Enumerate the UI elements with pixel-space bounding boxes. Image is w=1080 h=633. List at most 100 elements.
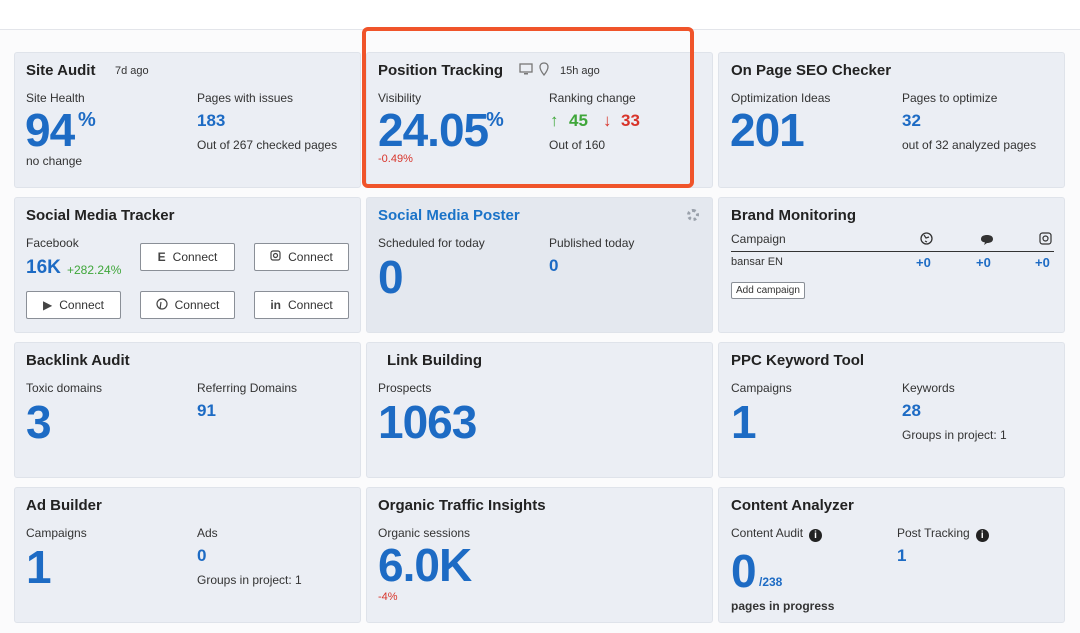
ppc-campaigns-value[interactable]: 1 (731, 396, 757, 448)
instagram-connect-button[interactable]: Connect (254, 243, 349, 271)
ranking-down-value[interactable]: 33 (621, 111, 640, 130)
issues-label: Pages with issues (197, 91, 294, 105)
link-building-title[interactable]: Link Building (387, 352, 482, 369)
instagram-connect-label: Connect (288, 250, 333, 264)
ranking-down-arrow-icon: ↓ (603, 111, 612, 130)
location-pin-icon (539, 62, 549, 81)
info-icon[interactable]: i (809, 529, 823, 542)
linkedin-connect-button[interactable]: in Connect (254, 291, 349, 319)
ideas-value[interactable]: 201 (730, 104, 805, 156)
linkedin-icon: in (270, 298, 281, 312)
sessions-change: -4% (378, 591, 398, 603)
backlink-title[interactable]: Backlink Audit (26, 352, 130, 369)
facebook-label: Facebook (26, 236, 79, 250)
facebook-value[interactable]: 16K (26, 257, 61, 278)
brand-title[interactable]: Brand Monitoring (731, 207, 856, 224)
site-health-unit: % (78, 109, 96, 131)
site-audit-ago: 7d ago (115, 65, 149, 77)
desktop-icon (519, 63, 533, 81)
issues-value[interactable]: 183 (197, 111, 226, 130)
toxic-value[interactable]: 3 (26, 396, 52, 448)
scheduled-label: Scheduled for today (378, 236, 485, 250)
info-icon[interactable]: i (975, 529, 989, 542)
twitter-connect-button[interactable]: E Connect (140, 243, 235, 271)
pages-optimize-label: Pages to optimize (902, 91, 998, 105)
ppc-campaigns-label: Campaigns (731, 381, 792, 395)
ranking-up-value[interactable]: 45 (569, 111, 588, 130)
organic-traffic-card[interactable]: Organic Traffic Insights Organic session… (366, 487, 713, 623)
gear-icon[interactable] (687, 209, 699, 221)
instagram-icon (1039, 232, 1052, 250)
social-tracker-card[interactable]: Social Media Tracker Facebook 16K +282.2… (14, 197, 361, 333)
ads-note: Groups in project: 1 (197, 573, 302, 587)
visibility-value[interactable]: 24.05 (378, 104, 489, 156)
ad-campaigns-label: Campaigns (26, 526, 87, 540)
ad-builder-title[interactable]: Ad Builder (26, 497, 102, 514)
social-poster-title[interactable]: Social Media Poster (378, 207, 520, 224)
site-health-label: Site Health (26, 91, 85, 105)
content-audit-value[interactable]: 0 (731, 545, 757, 597)
youtube-connect-button[interactable]: ▶ Connect (26, 291, 121, 319)
content-analyzer-card[interactable]: Content Analyzer Content Audit i 0 /238 p… (718, 487, 1065, 623)
youtube-connect-label: Connect (59, 298, 104, 312)
site-health-value[interactable]: 94 (25, 104, 75, 156)
position-tracking-title[interactable]: Position Tracking (378, 62, 504, 79)
pages-optimize-value[interactable]: 32 (902, 111, 921, 130)
ppc-title[interactable]: PPC Keyword Tool (731, 352, 865, 369)
pinterest-connect-label: Connect (174, 298, 220, 312)
ad-campaigns-value[interactable]: 1 (26, 541, 52, 593)
post-tracking-label: Post Tracking i (897, 526, 989, 542)
ppc-keywords-note: Groups in project: 1 (902, 428, 1007, 442)
onpage-seo-card[interactable]: On Page SEO Checker Optimization Ideas 2… (718, 52, 1065, 188)
toxic-label: Toxic domains (26, 381, 103, 395)
sessions-label: Organic sessions (378, 526, 471, 540)
ranking-label: Ranking change (549, 91, 636, 105)
visibility-change: -0.49% (378, 153, 413, 165)
content-title[interactable]: Content Analyzer (731, 497, 854, 514)
twitter-icon: E (157, 250, 166, 264)
highlight-frame (362, 27, 694, 188)
post-tracking-value[interactable]: 1 (897, 546, 907, 565)
position-tracking-card[interactable]: Position Tracking 15h ago Visibility 24.… (366, 52, 713, 188)
link-building-card[interactable]: Link Building Prospects 1063 (366, 342, 713, 478)
visibility-unit: % (486, 109, 504, 131)
content-audit-total: /238 (759, 575, 783, 589)
brand-monitoring-card[interactable]: Brand Monitoring Campaign bansar EN +0 +… (718, 197, 1065, 333)
organic-title[interactable]: Organic Traffic Insights (378, 497, 546, 514)
onpage-title[interactable]: On Page SEO Checker (731, 62, 892, 79)
sessions-value[interactable]: 6.0K (378, 539, 472, 591)
ppc-keyword-card[interactable]: PPC Keyword Tool Campaigns 1 Keywords 28… (718, 342, 1065, 478)
speech-bubble-icon (980, 233, 994, 251)
site-audit-card[interactable]: Site Audit 7d ago Site Health 94 % no ch… (14, 52, 361, 188)
pinterest-connect-button[interactable]: Connect (140, 291, 235, 319)
issues-note: Out of 267 checked pages (197, 138, 338, 152)
linkedin-connect-label: Connect (287, 298, 333, 312)
published-value[interactable]: 0 (549, 256, 559, 275)
ads-label: Ads (197, 526, 218, 540)
visibility-label: Visibility (378, 91, 422, 105)
published-label: Published today (549, 236, 635, 250)
ranking-note: Out of 160 (549, 138, 606, 152)
add-campaign-button[interactable]: Add campaign (731, 282, 805, 299)
ads-value[interactable]: 0 (197, 546, 207, 565)
brand-mentions-value: +0 (976, 255, 991, 270)
position-tracking-ago: 15h ago (560, 65, 600, 77)
ad-builder-card[interactable]: Ad Builder Campaigns 1 Ads 0 Groups in p… (14, 487, 361, 623)
site-health-note: no change (26, 154, 83, 168)
prospects-value[interactable]: 1063 (378, 396, 477, 448)
ranking-up-arrow-icon: ↑ (550, 111, 559, 130)
social-tracker-title[interactable]: Social Media Tracker (26, 207, 175, 224)
referring-value[interactable]: 91 (197, 401, 216, 420)
content-audit-label: Content Audit i (731, 526, 823, 542)
scheduled-value[interactable]: 0 (378, 251, 404, 303)
social-poster-card[interactable]: Social Media Poster Scheduled for today … (366, 197, 713, 333)
post-tracking-text: Post Tracking (897, 526, 970, 540)
youtube-icon: ▶ (43, 298, 53, 312)
site-audit-title[interactable]: Site Audit (26, 62, 96, 79)
backlink-audit-card[interactable]: Backlink Audit Toxic domains 3 Referring… (14, 342, 361, 478)
ppc-keywords-value[interactable]: 28 (902, 401, 921, 420)
brand-divider (731, 251, 1054, 252)
brand-campaign-name[interactable]: bansar EN (731, 256, 783, 268)
brand-web-value: +0 (916, 255, 931, 270)
twitter-connect-label: Connect (172, 250, 218, 264)
